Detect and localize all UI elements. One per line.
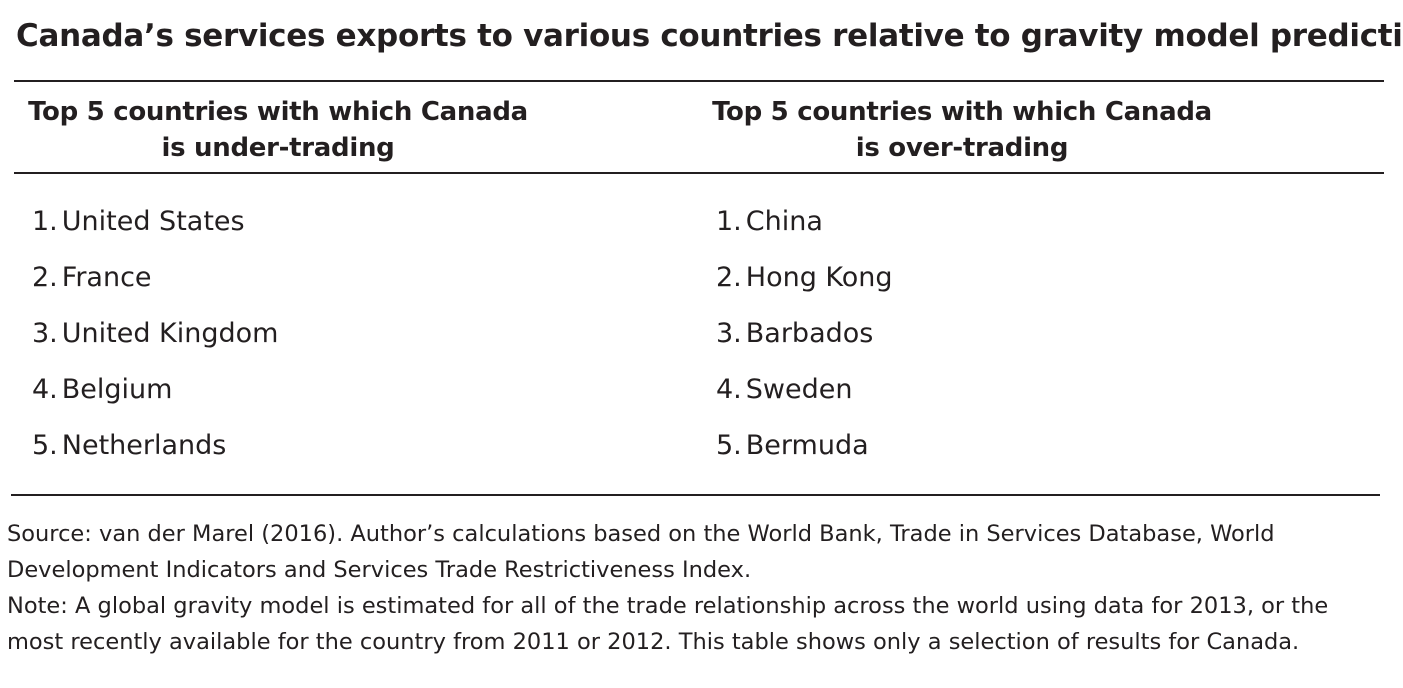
item-number: 2. bbox=[716, 262, 742, 293]
top-rule bbox=[14, 80, 1384, 82]
item-number: 5. bbox=[32, 430, 58, 461]
method-note: most recently available for the country … bbox=[7, 629, 1300, 655]
country-name: France bbox=[61, 262, 152, 293]
list-item: 2. France bbox=[32, 258, 278, 314]
source-note: Source: van der Marel (2016). Author’s c… bbox=[7, 521, 1275, 547]
item-number: 4. bbox=[32, 374, 58, 405]
list-item: 1. United States bbox=[32, 202, 278, 258]
over-trading-list: 1. China 2. Hong Kong 3. Barbados 4. Sweden … bbox=[716, 202, 893, 482]
item-number: 4. bbox=[716, 374, 742, 405]
table-notes: Source: van der Marel (2016). Author’s c… bbox=[7, 516, 1397, 660]
country-name: Sweden bbox=[745, 374, 853, 405]
item-number: 3. bbox=[716, 318, 742, 349]
list-item: 5. Bermuda bbox=[716, 426, 893, 482]
table-title: Canada’s services exports to various cou… bbox=[16, 18, 1403, 54]
bottom-rule bbox=[11, 494, 1380, 496]
list-item: 2. Hong Kong bbox=[716, 258, 893, 314]
list-item: 1. China bbox=[716, 202, 893, 258]
item-number: 5. bbox=[716, 430, 742, 461]
list-item: 3. Barbados bbox=[716, 314, 893, 370]
country-name: United States bbox=[61, 206, 245, 237]
list-item: 5. Netherlands bbox=[32, 426, 278, 482]
country-name: Netherlands bbox=[61, 430, 227, 461]
item-number: 1. bbox=[32, 206, 58, 237]
column-header-line: is under-trading bbox=[161, 133, 395, 163]
country-name: United Kingdom bbox=[61, 318, 279, 349]
list-item: 4. Belgium bbox=[32, 370, 278, 426]
item-number: 3. bbox=[32, 318, 58, 349]
column-header-over-trading: Top 5 countries with which Canada is ove… bbox=[702, 94, 1222, 166]
country-name: China bbox=[745, 206, 823, 237]
country-name: Belgium bbox=[61, 374, 173, 405]
list-item: 4. Sweden bbox=[716, 370, 893, 426]
country-name: Hong Kong bbox=[745, 262, 893, 293]
column-header-line: Top 5 countries with which Canada bbox=[28, 97, 528, 127]
source-note: Development Indicators and Services Trad… bbox=[7, 557, 752, 583]
method-note: Note: A global gravity model is estimate… bbox=[7, 593, 1329, 619]
under-trading-list: 1. United States 2. France 3. United Kingdo… bbox=[32, 202, 278, 482]
list-item: 3. United Kingdom bbox=[32, 314, 278, 370]
column-header-line: is over-trading bbox=[855, 133, 1069, 163]
column-header-line: Top 5 countries with which Canada bbox=[712, 97, 1212, 127]
item-number: 2. bbox=[32, 262, 58, 293]
header-rule bbox=[14, 172, 1384, 174]
country-name: Barbados bbox=[745, 318, 874, 349]
country-name: Bermuda bbox=[745, 430, 869, 461]
column-header-under-trading: Top 5 countries with which Canada is und… bbox=[18, 94, 538, 166]
item-number: 1. bbox=[716, 206, 742, 237]
